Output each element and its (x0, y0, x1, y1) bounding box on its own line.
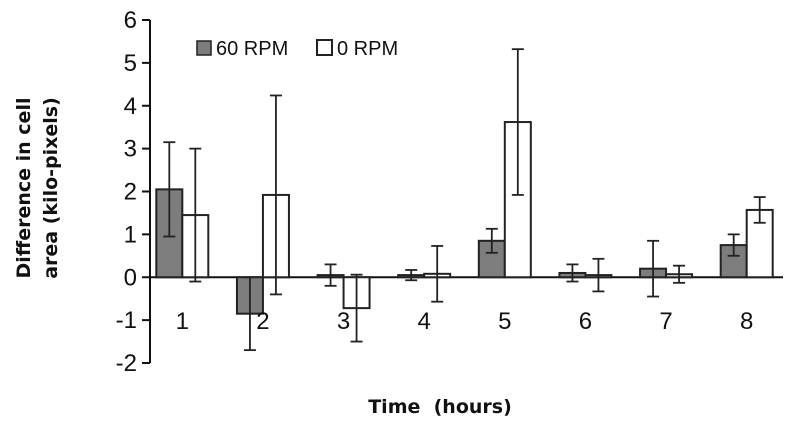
x-category-label-6: 6 (579, 308, 592, 335)
legend-swatch-0-rpm (316, 39, 333, 56)
y-axis-title-line-1: Difference in cell (13, 98, 35, 279)
x-category-label-7: 7 (659, 308, 672, 335)
y-tick-label: -2 (116, 350, 137, 377)
y-tick-label: 5 (124, 50, 137, 77)
legend: 60 RPM 0 RPM (196, 38, 398, 60)
y-tick-label: 4 (124, 93, 137, 120)
legend-label-0-rpm: 0 RPM (337, 38, 398, 60)
y-tick-label: 6 (124, 7, 137, 34)
y-tick-label: 2 (124, 179, 137, 206)
y-tick-label: 1 (124, 221, 137, 248)
y-axis-title: Difference in cell area (kilo-pixels) (13, 97, 62, 279)
x-category-label-1: 1 (176, 308, 189, 335)
y-ticks: -2 -1 0 1 2 3 4 5 6 (116, 7, 150, 377)
x-category-label-2: 2 (256, 308, 269, 335)
y-tick-label: -1 (116, 307, 137, 334)
bars (155, 121, 774, 315)
x-category-label-3: 3 (337, 308, 350, 335)
x-category-label-4: 4 (418, 308, 431, 335)
legend-label-60-rpm: 60 RPM (216, 38, 288, 60)
x-category-label-8: 8 (740, 308, 753, 335)
y-tick-label: 3 (124, 136, 137, 163)
y-axis-title-line-2: area (kilo-pixels) (40, 97, 62, 279)
y-tick-label: 0 (124, 264, 137, 291)
error-bars (163, 48, 766, 352)
x-category-label-5: 5 (498, 308, 511, 335)
x-axis-title: Time (hours) (368, 396, 512, 418)
x-category-labels: 1 2 3 4 5 6 7 8 (176, 308, 754, 335)
legend-swatch-60-rpm (196, 40, 212, 56)
